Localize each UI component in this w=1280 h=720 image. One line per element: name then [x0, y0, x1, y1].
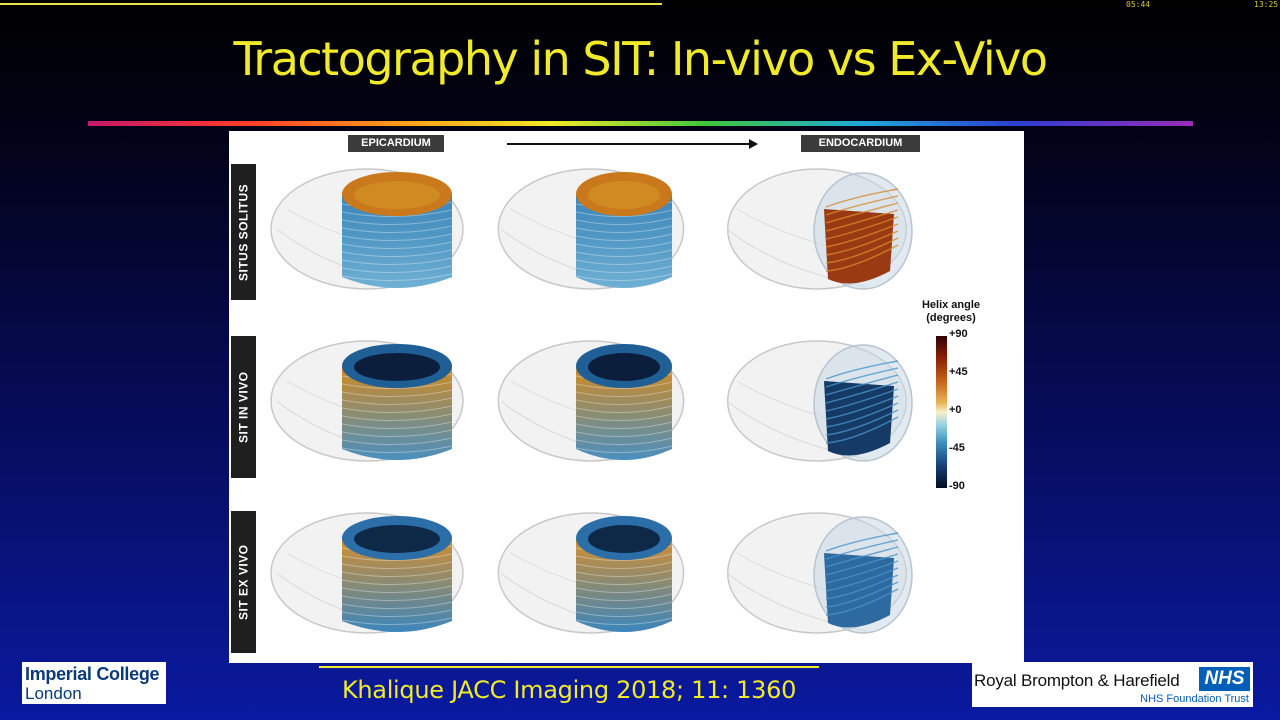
nhs-logo: NHS — [1199, 667, 1250, 691]
rbh-name: Royal Brompton & Harefield — [974, 671, 1180, 690]
legend-title-line2: (degrees) — [926, 312, 976, 324]
colorbar-tick: +90 — [949, 328, 968, 340]
royal-brompton-logo: Royal Brompton & Harefield NHS NHS Found… — [972, 662, 1253, 707]
heart-tractography-image — [491, 503, 706, 653]
heart-tractography-image — [267, 331, 482, 481]
imperial-logo-line2: London — [25, 684, 82, 703]
citation: Khalique JACC Imaging 2018; 11: 1360 — [341, 676, 797, 704]
heart-tractography-image — [491, 331, 706, 481]
tractography-figure: EPICARDIUM ENDOCARDIUM SITUS SOLITUS SIT… — [229, 131, 1024, 663]
row-label-sit-ex-vivo: SIT EX VIVO — [231, 511, 256, 653]
time-total: 13:25 — [1254, 0, 1279, 9]
legend-title: Helix angle (degrees) — [901, 299, 1001, 325]
arrow-head-icon — [749, 139, 758, 149]
header-epicardium: EPICARDIUM — [348, 135, 444, 152]
heart-tractography-image — [717, 503, 932, 653]
helix-angle-colorbar — [936, 336, 947, 488]
header-endocardium: ENDOCARDIUM — [801, 135, 920, 152]
imperial-logo-line1: Imperial College — [25, 664, 160, 684]
row-label-sit-in-vivo: SIT IN VIVO — [231, 336, 256, 478]
imperial-college-logo: Imperial College London — [22, 662, 166, 704]
citation-underline — [319, 666, 819, 668]
video-progress-bar[interactable] — [0, 3, 662, 5]
colorbar-tick: -45 — [949, 442, 965, 454]
rbh-trust: NHS Foundation Trust — [1140, 693, 1249, 705]
heart-tractography-image — [717, 331, 932, 481]
heart-tractography-image — [267, 503, 482, 653]
heart-tractography-image — [717, 159, 932, 309]
colorbar-tick: -90 — [949, 480, 965, 492]
time-elapsed: 05:44 — [1126, 0, 1151, 9]
heart-tractography-image — [267, 159, 482, 309]
heart-tractography-image — [491, 159, 706, 309]
direction-arrow — [507, 143, 751, 145]
legend-title-line1: Helix angle — [921, 299, 981, 311]
slide-title: Tractography in SIT: In-vivo vs Ex-Vivo — [233, 32, 1048, 86]
rainbow-divider — [88, 121, 1193, 126]
colorbar-tick: +0 — [949, 404, 962, 416]
colorbar-tick: +45 — [949, 366, 968, 378]
row-label-situs-solitus: SITUS SOLITUS — [231, 164, 256, 300]
